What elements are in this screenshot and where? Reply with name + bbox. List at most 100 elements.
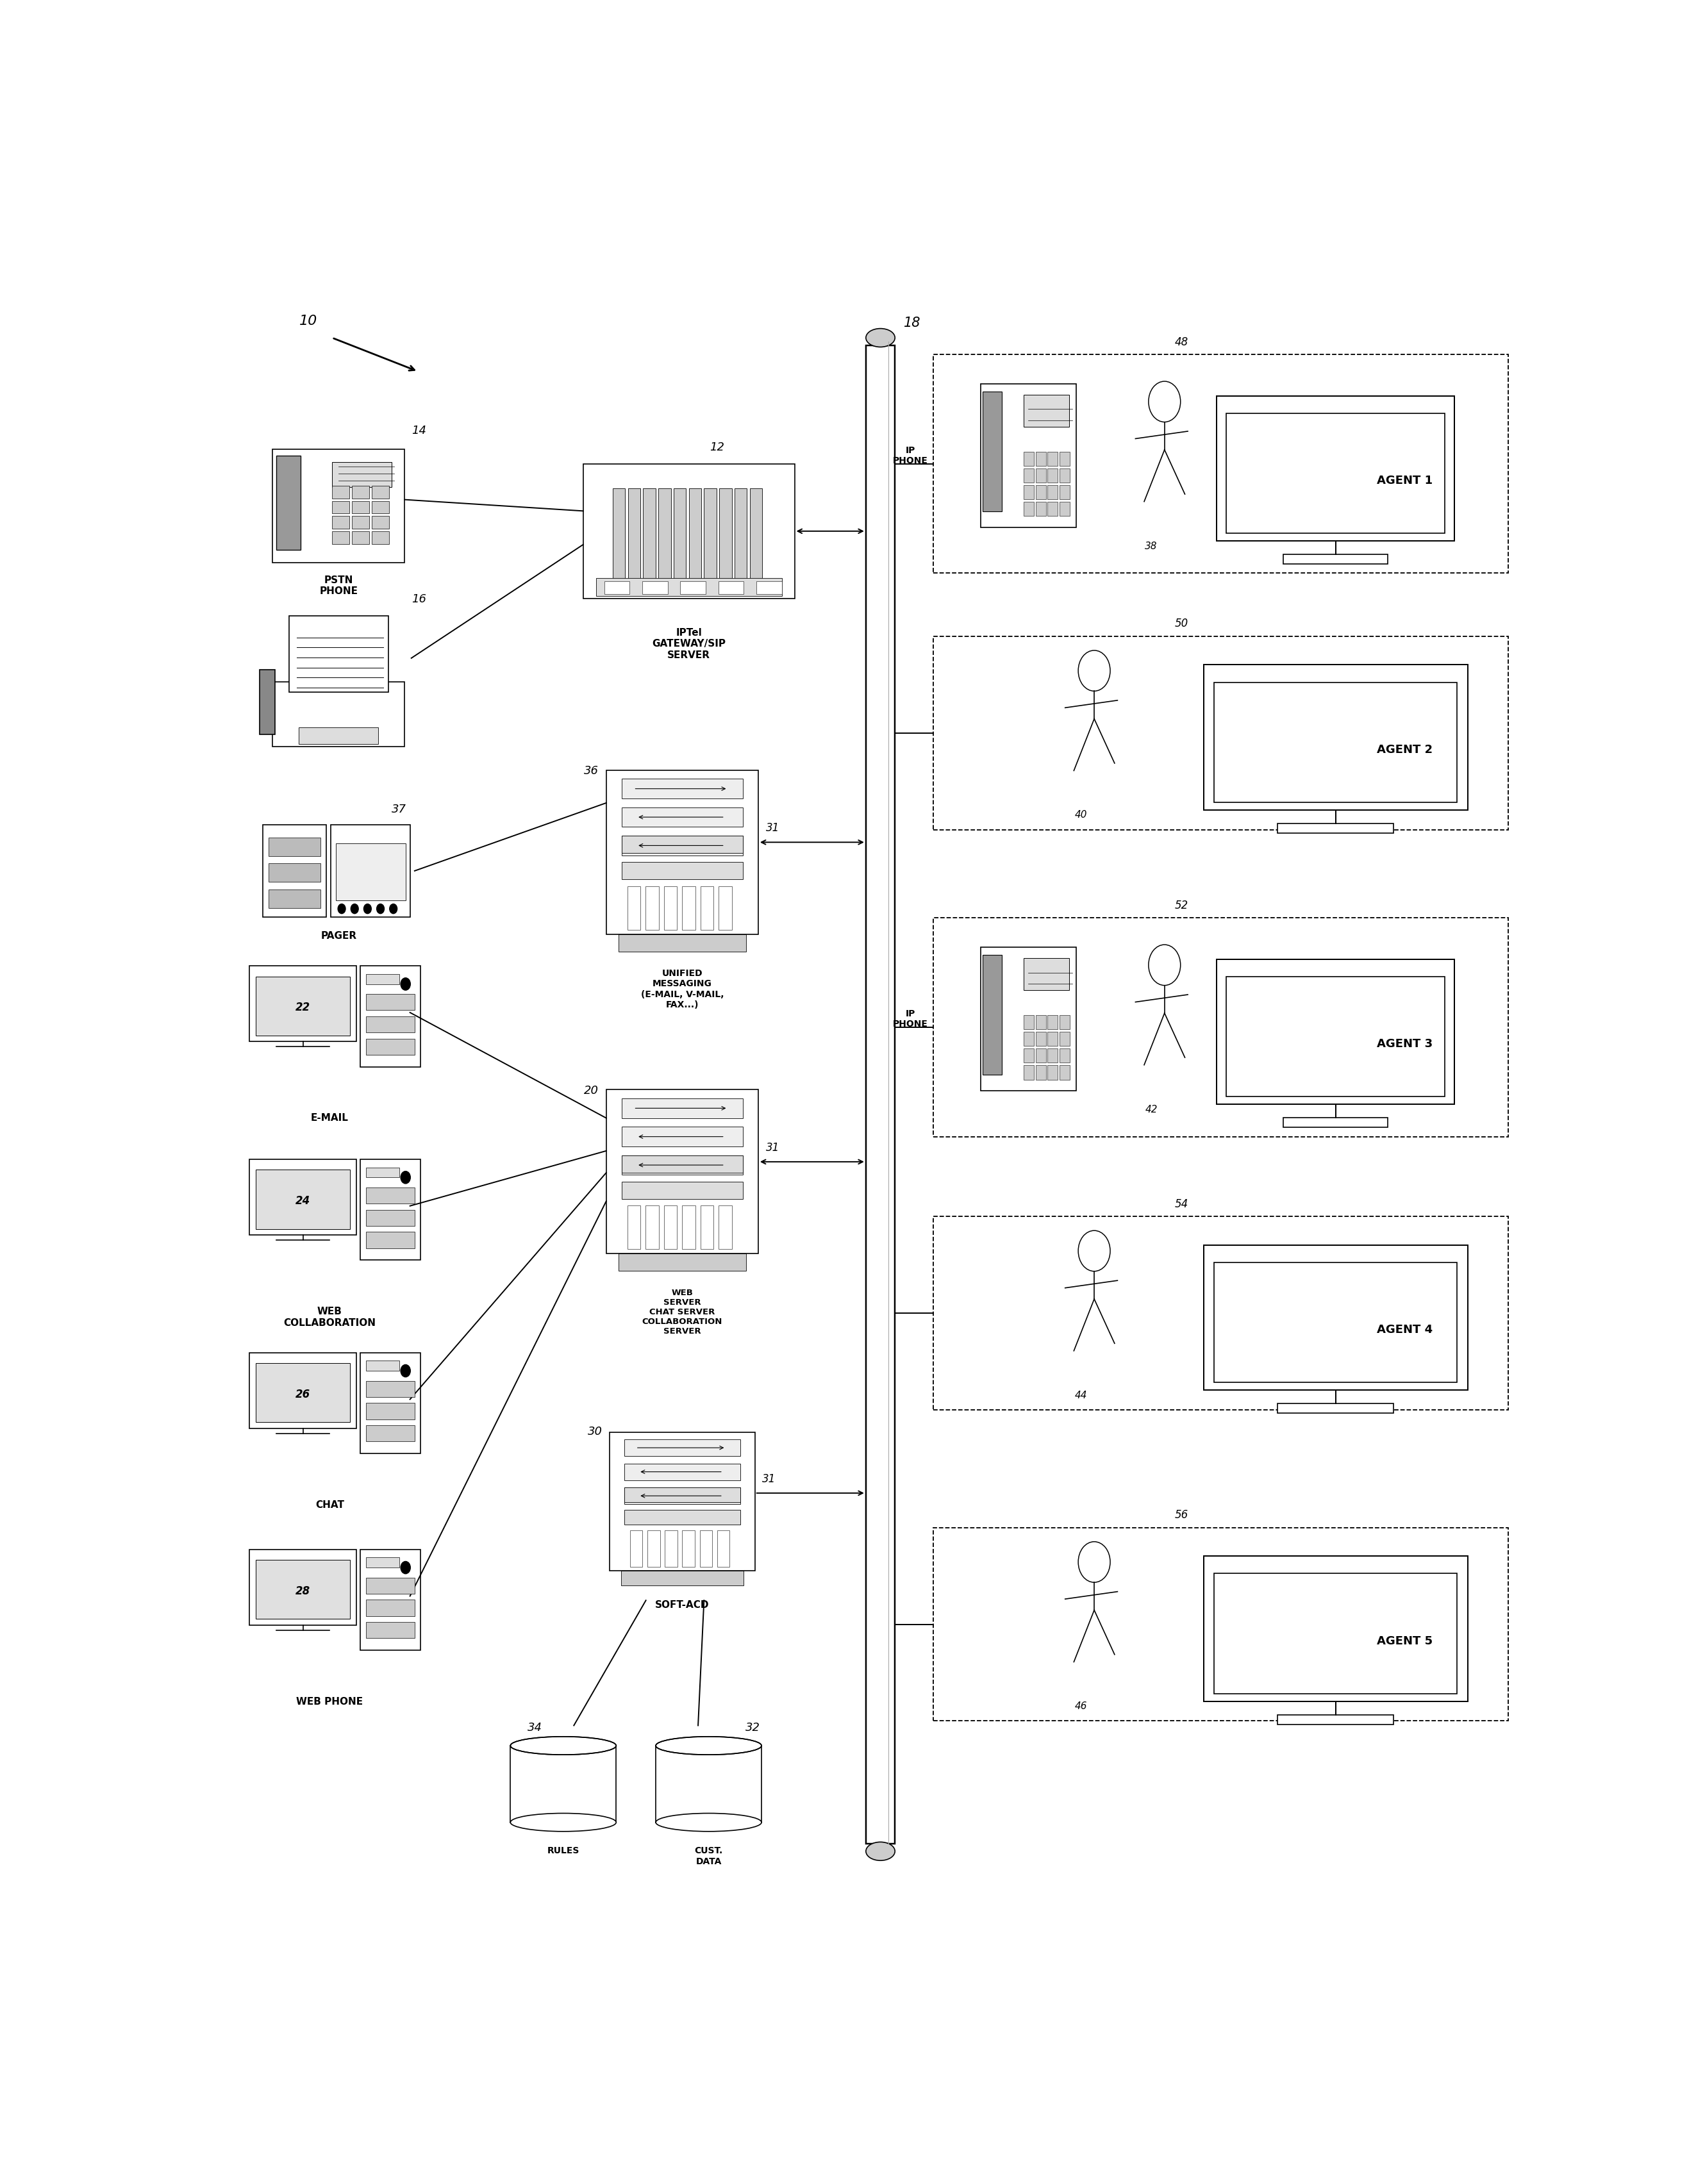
Bar xyxy=(621,808,743,828)
FancyBboxPatch shape xyxy=(933,1216,1509,1411)
Text: IPTel
GATEWAY/SIP
SERVER: IPTel GATEWAY/SIP SERVER xyxy=(651,629,726,660)
Bar xyxy=(627,1206,641,1249)
Text: 40: 40 xyxy=(1074,810,1088,819)
Bar xyxy=(1204,1557,1468,1701)
Bar xyxy=(621,1570,743,1586)
Text: WEB
COLLABORATION: WEB COLLABORATION xyxy=(283,1306,375,1328)
Bar xyxy=(1059,1048,1069,1064)
Text: 37: 37 xyxy=(392,804,406,815)
Bar xyxy=(982,391,1003,511)
Bar xyxy=(332,500,350,513)
Bar xyxy=(269,836,321,856)
Bar xyxy=(249,965,356,1042)
Text: 34: 34 xyxy=(527,1721,542,1734)
Bar xyxy=(1023,485,1035,500)
Bar xyxy=(367,1210,414,1225)
Bar xyxy=(607,1090,759,1254)
Bar xyxy=(360,1548,421,1651)
Circle shape xyxy=(1078,1542,1110,1583)
Circle shape xyxy=(401,1365,411,1376)
Bar xyxy=(643,487,656,583)
Text: 31: 31 xyxy=(766,1142,779,1153)
Bar xyxy=(372,531,389,544)
Text: 18: 18 xyxy=(904,317,921,330)
Bar xyxy=(658,487,670,583)
Bar xyxy=(367,1426,414,1441)
Text: WEB
SERVER
CHAT SERVER
COLLABORATION
SERVER: WEB SERVER CHAT SERVER COLLABORATION SER… xyxy=(643,1289,723,1334)
Bar xyxy=(583,463,795,598)
Bar xyxy=(701,887,714,930)
Bar xyxy=(351,485,368,498)
FancyBboxPatch shape xyxy=(933,917,1509,1136)
Text: 38: 38 xyxy=(1146,542,1158,550)
Bar xyxy=(332,485,350,498)
Bar xyxy=(680,581,706,594)
Bar xyxy=(269,863,321,882)
Text: 54: 54 xyxy=(1175,1199,1188,1210)
Circle shape xyxy=(338,904,346,913)
Ellipse shape xyxy=(866,1841,895,1861)
Circle shape xyxy=(401,1171,411,1184)
Circle shape xyxy=(363,904,372,913)
Bar xyxy=(1284,1118,1388,1127)
Bar xyxy=(1059,1016,1069,1029)
Bar xyxy=(367,1166,399,1177)
Bar xyxy=(624,1439,740,1457)
Ellipse shape xyxy=(510,1736,616,1754)
Bar xyxy=(1035,1016,1045,1029)
Bar xyxy=(720,1206,731,1249)
Bar xyxy=(1059,1031,1069,1046)
Bar xyxy=(1217,959,1454,1105)
Text: AGENT 1: AGENT 1 xyxy=(1376,474,1432,487)
Bar xyxy=(1214,1262,1458,1382)
Bar xyxy=(351,531,368,544)
Bar xyxy=(1059,485,1069,500)
Bar xyxy=(367,974,399,985)
Bar xyxy=(1023,1031,1035,1046)
Bar xyxy=(367,1601,414,1616)
Bar xyxy=(621,1127,743,1147)
Bar xyxy=(367,994,414,1011)
Bar xyxy=(604,581,629,594)
Circle shape xyxy=(1149,946,1180,985)
Text: SOFT-ACD: SOFT-ACD xyxy=(655,1601,709,1610)
Bar xyxy=(249,1352,356,1428)
Bar xyxy=(249,1548,356,1625)
Bar xyxy=(663,1206,677,1249)
Circle shape xyxy=(377,904,384,913)
Bar xyxy=(1023,502,1035,515)
Bar xyxy=(1047,452,1057,465)
Text: WEB PHONE: WEB PHONE xyxy=(297,1697,363,1706)
Bar xyxy=(866,345,895,1843)
Bar xyxy=(276,456,300,550)
Text: PAGER: PAGER xyxy=(321,930,356,941)
Bar xyxy=(689,487,701,583)
Bar xyxy=(290,616,389,692)
FancyBboxPatch shape xyxy=(933,354,1509,572)
Bar xyxy=(269,889,321,909)
Bar xyxy=(643,581,668,594)
Text: AGENT 4: AGENT 4 xyxy=(1376,1324,1432,1337)
Bar xyxy=(259,670,275,734)
Bar xyxy=(351,500,368,513)
Circle shape xyxy=(1078,651,1110,690)
Bar xyxy=(720,887,731,930)
Bar xyxy=(610,1433,755,1570)
Bar xyxy=(1023,395,1069,426)
Bar xyxy=(646,1206,658,1249)
Bar xyxy=(624,1487,740,1505)
Bar xyxy=(720,487,731,583)
Bar xyxy=(656,1745,762,1821)
Bar xyxy=(750,487,762,583)
Bar xyxy=(332,531,350,544)
Bar xyxy=(621,1155,743,1173)
Ellipse shape xyxy=(656,1813,762,1832)
Bar xyxy=(1059,502,1069,515)
Bar xyxy=(263,826,326,917)
Bar xyxy=(682,887,696,930)
Text: 32: 32 xyxy=(745,1721,760,1734)
Bar xyxy=(619,1254,747,1271)
Bar xyxy=(1035,485,1045,500)
Ellipse shape xyxy=(510,1813,616,1832)
Bar xyxy=(367,1402,414,1420)
